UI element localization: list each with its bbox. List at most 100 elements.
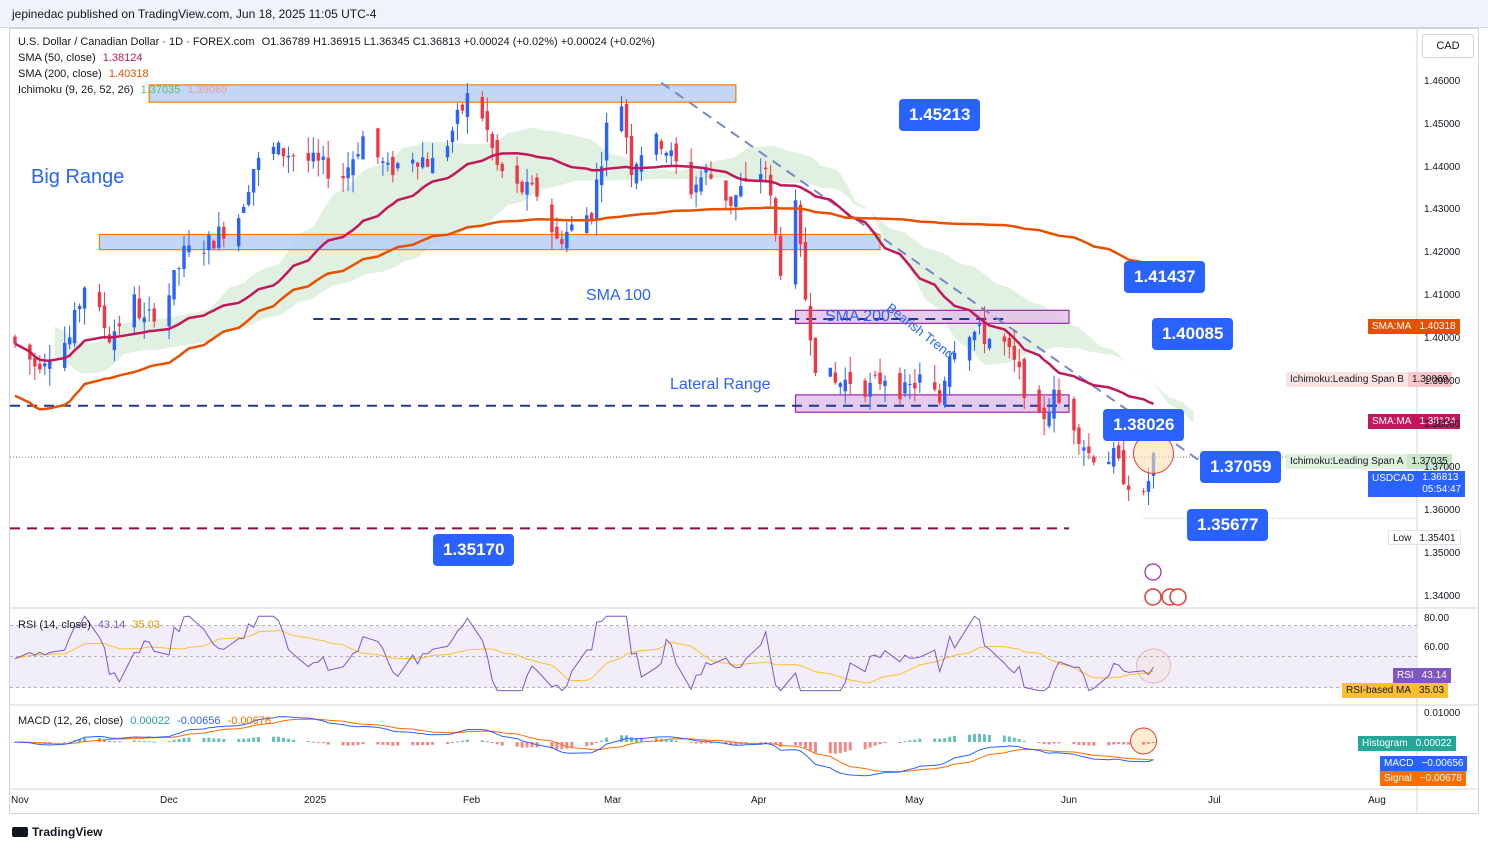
y-tick: 1.34000 — [1424, 591, 1461, 602]
macd-histogram-bar — [918, 738, 922, 742]
candle-body — [764, 167, 768, 170]
candle-body — [1087, 446, 1091, 454]
tag-sma200-name: SMA:MA — [1372, 321, 1412, 332]
tag-usdcad-name: USDCAD — [1372, 473, 1415, 484]
event-flag-icon — [1144, 588, 1162, 606]
candle-body — [709, 174, 713, 179]
candle-body — [987, 338, 992, 349]
macd-histogram-bar — [1082, 742, 1086, 746]
candle-body — [411, 159, 415, 164]
candle-body — [1037, 389, 1041, 413]
candle-body — [256, 157, 261, 170]
candle-body — [1047, 411, 1051, 427]
candle-body — [341, 175, 345, 179]
rsi-y-tick: 80.00 — [1424, 613, 1450, 624]
footer — [0, 814, 1488, 850]
candle-body — [1146, 481, 1151, 492]
macd-histogram-bar — [799, 742, 803, 746]
macd-histogram-bar — [744, 742, 748, 744]
macd-histogram-bar — [68, 741, 72, 743]
candle-body — [1092, 456, 1096, 463]
candle-body — [182, 245, 186, 270]
candle-body — [415, 162, 420, 167]
candle-body — [321, 156, 325, 160]
macd-histogram-bar — [321, 742, 325, 744]
macd-histogram-bar — [843, 742, 847, 752]
candle-body — [942, 380, 947, 406]
candle-body — [67, 337, 72, 345]
candle-body — [848, 371, 852, 384]
macd-histogram-bar — [808, 742, 812, 751]
macd-histogram-bar — [222, 739, 226, 742]
candle-body — [1052, 389, 1056, 419]
rsi-line — [14, 615, 1154, 692]
publisher-bar: jepinedac published on TradingView.com, … — [0, 0, 1488, 28]
legend-symbol-row: U.S. Dollar / Canadian Dollar · 1D · FOR… — [18, 36, 655, 48]
tag-span-a-name: Ichimoku:Leading Span A — [1290, 456, 1404, 467]
callout-1-35170: 1.35170 — [433, 534, 515, 566]
macd-histogram-bar — [1017, 738, 1021, 742]
candle-body — [947, 356, 952, 387]
candle-body — [689, 161, 693, 195]
bearish-trendline — [660, 81, 1224, 479]
candle-body — [1007, 337, 1012, 348]
macd-histogram-bar — [948, 736, 952, 742]
tag-low: Low 1.35401 — [1388, 530, 1461, 545]
tag-macd-value: −0.00656 — [1421, 758, 1464, 769]
macd-histogram-bar — [759, 742, 763, 743]
chart-frame — [9, 28, 1479, 814]
candle-body — [619, 106, 624, 132]
candle-body — [1126, 485, 1131, 490]
candle-body — [918, 374, 922, 383]
candle-body — [898, 372, 902, 400]
macd-histogram-bar — [416, 742, 420, 746]
candle-body — [1107, 461, 1111, 465]
tag-histogram-name: Histogram — [1362, 738, 1408, 749]
tradingview-logo[interactable]: TradingView — [12, 825, 102, 839]
candle-body — [236, 218, 241, 247]
candle-body — [977, 324, 982, 326]
macd-histogram-bar — [629, 737, 633, 742]
rsi-ma-line — [14, 629, 1154, 684]
macd-histogram-bar — [207, 737, 211, 742]
macd-histogram-bar — [833, 742, 837, 754]
candle-body — [495, 140, 499, 165]
macd-histogram-bar — [933, 738, 937, 742]
candle-body — [634, 164, 639, 184]
macd-histogram-bar — [977, 733, 981, 742]
candle-body — [485, 111, 489, 130]
candle-body — [177, 268, 181, 270]
candle-body — [361, 136, 365, 160]
macd-histogram-bar — [794, 742, 798, 746]
candle-body — [425, 159, 430, 167]
macd-histogram-bar — [654, 738, 658, 742]
x-tick: May — [905, 795, 924, 806]
macd-histogram-bar — [520, 742, 524, 748]
candle-body — [699, 177, 703, 192]
macd-histogram-bar — [1052, 742, 1056, 744]
macd-histogram-bar — [386, 742, 390, 746]
candle-body — [599, 166, 604, 186]
tag-rsi: RSI 43.14 — [1393, 668, 1451, 683]
candle-body — [913, 382, 917, 389]
candle-body — [167, 295, 171, 327]
macd-histogram-bar — [982, 734, 986, 742]
macd-histogram-bar — [455, 741, 459, 743]
macd-histogram-bar — [1042, 742, 1046, 745]
candle-body — [291, 155, 296, 157]
y-tick: 1.45000 — [1424, 119, 1461, 130]
macd-histogram-bar — [361, 742, 365, 745]
candle-body — [222, 226, 226, 239]
candle-body — [376, 128, 380, 158]
macd-histogram-bar — [863, 742, 867, 750]
candle-body — [739, 186, 743, 197]
legend-sma50-row: SMA (50, close) 1.38124 — [18, 52, 142, 64]
macd-histogram-bar — [172, 739, 176, 742]
macd-histogram-bar — [281, 737, 285, 742]
macd-histogram-bar — [908, 740, 912, 742]
currency-selector[interactable]: CAD — [1422, 34, 1474, 58]
macd-histogram-bar — [664, 739, 668, 742]
candle-body — [202, 252, 206, 254]
candle-body — [604, 122, 609, 161]
